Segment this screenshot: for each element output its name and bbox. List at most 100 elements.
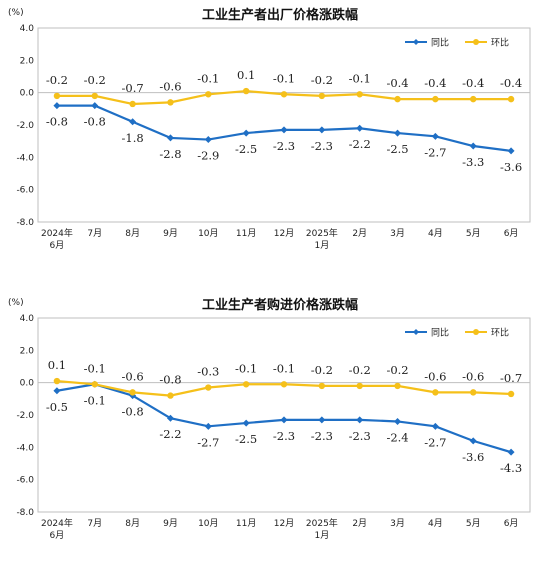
data-point-mom xyxy=(470,95,477,103)
data-label-yoy: -2.2 xyxy=(349,137,371,151)
y-tick-label: -8.0 xyxy=(16,508,34,518)
plot-frame xyxy=(37,27,531,223)
x-tick-label: 6月 xyxy=(504,518,519,529)
data-label-mom: -0.6 xyxy=(424,369,446,383)
data-label-yoy: -0.1 xyxy=(84,393,106,407)
data-point-mom xyxy=(129,389,136,396)
data-label-yoy: -2.3 xyxy=(311,139,333,153)
x-tick-label: 2月 xyxy=(352,518,367,529)
data-point-mom xyxy=(394,95,401,103)
data-point-yoy xyxy=(469,142,477,150)
data-label-mom: -0.6 xyxy=(159,79,181,93)
data-point-yoy xyxy=(53,102,61,110)
data-point-yoy xyxy=(166,134,174,142)
x-tick-label: 2024年 6月 xyxy=(41,517,73,541)
x-tick-label: 7月 xyxy=(87,228,102,239)
legend-marker-mom xyxy=(473,39,479,45)
data-point-yoy xyxy=(469,437,477,445)
data-point-mom xyxy=(432,95,439,103)
chart-title: 工业生产者出厂价格涨跌幅 xyxy=(202,7,358,23)
data-label-mom: -0.4 xyxy=(500,76,522,90)
legend-label-yoy: 同比 xyxy=(431,37,449,49)
data-point-yoy xyxy=(356,416,364,424)
data-label-mom: -0.1 xyxy=(349,71,371,85)
y-tick-label: -6.0 xyxy=(16,476,34,486)
data-label-mom: -0.7 xyxy=(122,81,144,95)
x-tick-label: 2024年 6月 xyxy=(41,227,73,251)
data-point-mom xyxy=(205,384,212,391)
x-tick-label: 12月 xyxy=(274,518,294,529)
y-tick-label: 4.0 xyxy=(20,24,35,34)
chart-title: 工业生产者购进价格涨跌幅 xyxy=(202,297,358,313)
data-label-yoy: -0.8 xyxy=(122,405,144,419)
data-point-mom xyxy=(318,382,326,390)
data-point-mom xyxy=(53,92,61,100)
data-point-mom xyxy=(167,99,174,106)
x-tick-label: 9月 xyxy=(163,518,178,529)
data-label-yoy: -2.5 xyxy=(386,142,408,156)
data-point-yoy xyxy=(318,416,326,424)
data-label-mom: 0.1 xyxy=(48,358,66,372)
data-label-mom: -0.2 xyxy=(386,363,408,377)
data-label-yoy: -2.5 xyxy=(235,142,257,156)
y-tick-label: 0.0 xyxy=(20,89,35,99)
y-axis-unit: (%) xyxy=(8,298,24,308)
data-point-mom xyxy=(167,392,174,399)
data-point-mom xyxy=(205,91,212,98)
legend-marker-yoy xyxy=(413,329,419,335)
data-label-mom: -0.6 xyxy=(122,369,144,383)
y-tick-label: 2.0 xyxy=(20,56,35,66)
x-tick-label: 8月 xyxy=(125,518,140,529)
data-point-yoy xyxy=(394,129,402,137)
data-label-mom: -0.2 xyxy=(311,363,333,377)
data-label-yoy: -0.8 xyxy=(84,115,106,129)
data-label-yoy: -2.5 xyxy=(235,432,257,446)
data-label-mom: -0.1 xyxy=(84,361,106,375)
data-point-mom xyxy=(432,389,439,396)
y-tick-label: -2.0 xyxy=(16,411,34,421)
x-tick-label: 10月 xyxy=(198,518,218,529)
x-tick-label: 12月 xyxy=(274,228,294,239)
x-tick-label: 9月 xyxy=(163,228,178,239)
data-point-mom xyxy=(318,92,326,100)
y-axis-unit: (%) xyxy=(8,8,24,18)
x-tick-label: 4月 xyxy=(428,228,443,239)
data-label-yoy: -2.3 xyxy=(273,429,295,443)
data-label-yoy: -2.3 xyxy=(273,139,295,153)
y-tick-label: -2.0 xyxy=(16,121,34,131)
data-label-yoy: -2.3 xyxy=(311,429,333,443)
data-label-yoy: -2.2 xyxy=(159,427,181,441)
data-label-mom: -0.6 xyxy=(462,369,484,383)
x-tick-label: 2月 xyxy=(352,228,367,239)
data-point-yoy xyxy=(280,126,288,134)
data-point-yoy xyxy=(431,422,439,430)
data-point-yoy xyxy=(431,132,439,140)
data-point-mom xyxy=(356,91,363,98)
plot-frame xyxy=(37,317,531,513)
data-point-mom xyxy=(242,87,250,95)
data-label-mom: -0.1 xyxy=(273,361,295,375)
data-point-yoy xyxy=(394,417,402,425)
data-point-mom xyxy=(242,381,250,388)
data-label-mom: -0.4 xyxy=(386,76,408,90)
data-point-yoy xyxy=(129,118,137,126)
x-tick-label: 11月 xyxy=(236,228,256,239)
x-tick-label: 2025年 1月 xyxy=(306,227,338,251)
data-point-yoy xyxy=(280,416,288,424)
data-label-mom: -0.2 xyxy=(84,73,106,87)
x-tick-label: 5月 xyxy=(466,228,481,239)
data-point-mom xyxy=(129,100,136,108)
data-point-yoy xyxy=(91,102,99,110)
data-label-yoy: -3.3 xyxy=(462,155,484,169)
data-point-mom xyxy=(356,382,363,390)
data-point-yoy xyxy=(318,126,326,134)
data-label-mom: -0.1 xyxy=(197,71,219,85)
data-label-yoy: -3.6 xyxy=(500,160,522,174)
data-point-yoy xyxy=(204,422,212,430)
data-label-yoy: -2.8 xyxy=(159,147,181,161)
data-label-yoy: -4.3 xyxy=(500,461,522,475)
x-tick-label: 7月 xyxy=(87,518,102,529)
data-point-yoy xyxy=(166,414,174,422)
data-point-mom xyxy=(280,381,288,388)
